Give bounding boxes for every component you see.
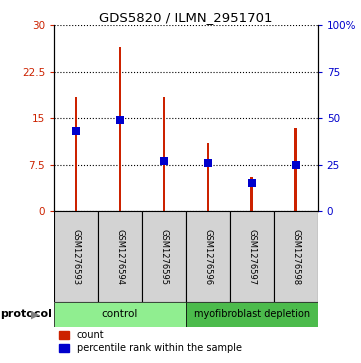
Text: GSM1276593: GSM1276593	[71, 229, 81, 285]
Text: protocol: protocol	[0, 309, 52, 319]
Bar	[295, 128, 297, 211]
Bar	[119, 47, 121, 211]
Bar	[186, 211, 230, 302]
Bar	[98, 211, 142, 302]
Bar	[274, 211, 318, 302]
Bar	[230, 211, 274, 302]
Bar	[163, 97, 165, 211]
Point	[117, 117, 123, 123]
Point	[73, 129, 79, 134]
Point	[205, 160, 211, 166]
Point	[161, 158, 167, 164]
Bar	[186, 302, 318, 327]
Bar	[206, 143, 209, 211]
Text: ▶: ▶	[31, 309, 39, 319]
Title: GDS5820 / ILMN_2951701: GDS5820 / ILMN_2951701	[99, 11, 273, 24]
Bar	[251, 177, 253, 211]
Text: GSM1276596: GSM1276596	[203, 229, 212, 285]
Text: GSM1276598: GSM1276598	[291, 229, 300, 285]
Text: GSM1276595: GSM1276595	[160, 229, 169, 285]
Bar	[142, 211, 186, 302]
Point	[249, 180, 255, 186]
Text: GSM1276594: GSM1276594	[116, 229, 125, 285]
Legend: count, percentile rank within the sample: count, percentile rank within the sample	[59, 330, 242, 353]
Point	[293, 162, 299, 168]
Bar	[54, 302, 186, 327]
Text: control: control	[102, 309, 138, 319]
Bar	[54, 211, 98, 302]
Text: myofibroblast depletion: myofibroblast depletion	[194, 309, 310, 319]
Text: GSM1276597: GSM1276597	[247, 229, 256, 285]
Bar	[75, 97, 77, 211]
